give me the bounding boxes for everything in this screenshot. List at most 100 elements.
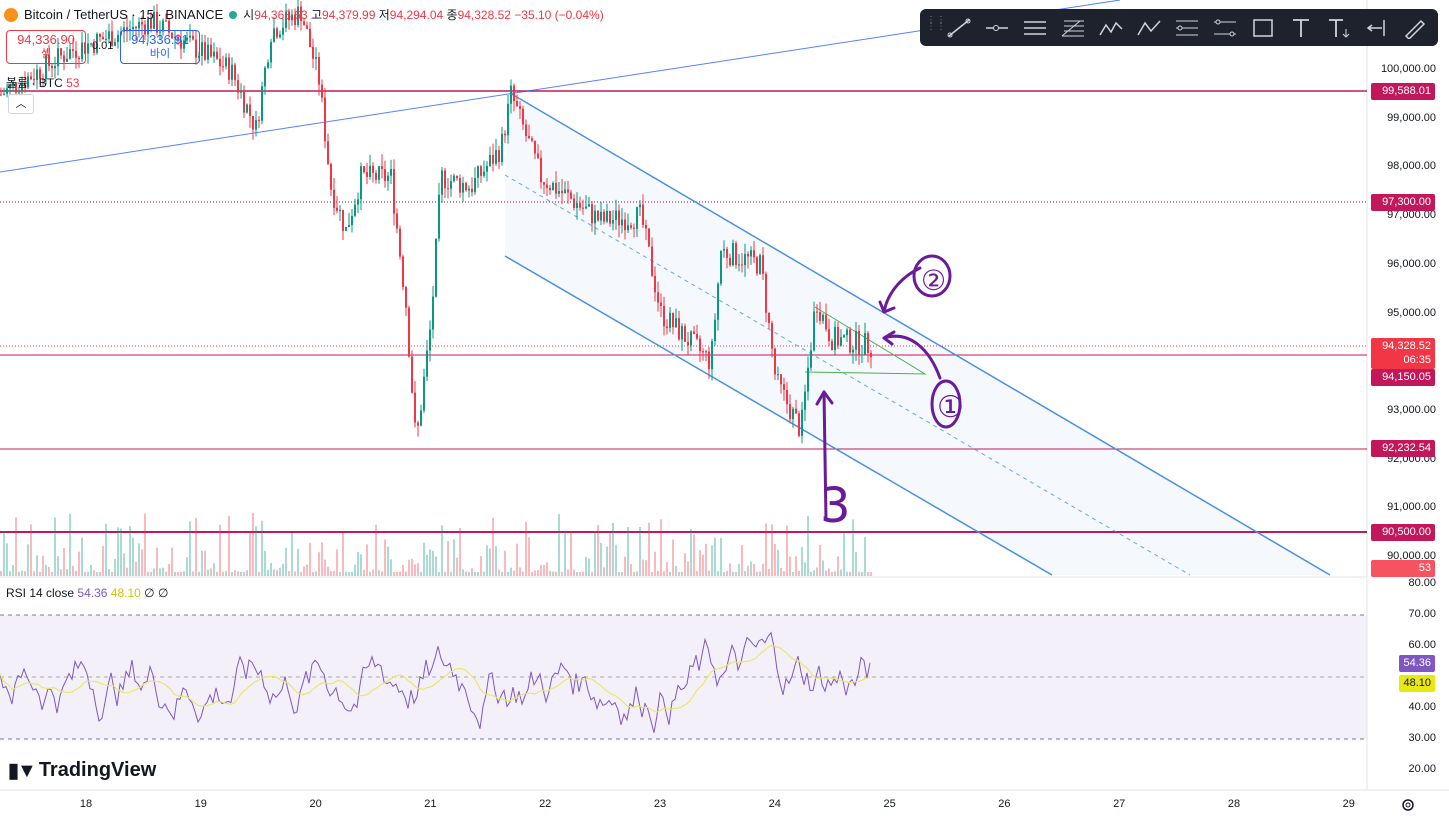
candle-body [786, 389, 788, 405]
pen-icon[interactable] [1396, 9, 1434, 46]
volume-bar [531, 571, 533, 576]
volume-legend[interactable]: 볼륨 · BTC 53 [6, 74, 79, 91]
candle-body [828, 329, 830, 342]
fib-retracement-icon[interactable] [1054, 9, 1092, 46]
volume-bar [516, 543, 518, 576]
volume-bar [177, 571, 179, 576]
rsi-value: 54.36 [77, 586, 108, 600]
candle-body [612, 220, 614, 224]
volume-bar [537, 570, 539, 576]
candle-body [588, 204, 590, 207]
candle-body [423, 376, 425, 411]
candle-body [867, 333, 869, 353]
candle-body [333, 189, 335, 208]
volume-bar [684, 553, 686, 576]
volume-bar [105, 523, 107, 576]
volume-bar [393, 571, 395, 576]
candle-body [345, 226, 347, 231]
volume-bar [117, 527, 119, 576]
time-tick-label: 27 [1113, 798, 1126, 810]
candle-body [357, 199, 359, 205]
drag-handle-icon[interactable]: ⋮⋮ ⋮⋮ [926, 14, 946, 32]
parallel-channel-icon[interactable] [1016, 9, 1054, 46]
candle-body [831, 341, 833, 351]
gear-icon[interactable] [1400, 797, 1416, 813]
buy-button[interactable]: 94,336.91 바이 [120, 30, 200, 64]
abcd-pattern-icon[interactable] [1130, 9, 1168, 46]
candle-body [39, 69, 41, 79]
volume-bar [72, 565, 74, 576]
volume-bar [258, 571, 260, 576]
volume-bar [243, 572, 245, 576]
tradingview-logo[interactable]: ▮▼ TradingView [8, 758, 156, 783]
candle-body [657, 292, 659, 303]
candle-body [858, 330, 860, 355]
symbol-header[interactable]: Bitcoin / TetherUS · 15 · BINANCE 시94,36… [4, 6, 604, 23]
anchored-text-icon[interactable] [1320, 9, 1358, 46]
candle-body [582, 207, 584, 209]
rectangle-icon[interactable] [1244, 9, 1282, 46]
measure-icon[interactable] [1358, 9, 1396, 46]
volume-bar [525, 521, 527, 576]
candle-body [222, 66, 224, 68]
candle-body [816, 311, 818, 313]
volume-bar [192, 571, 194, 576]
candle-body [42, 78, 44, 80]
volume-bar [396, 571, 398, 576]
symbol-title[interactable]: Bitcoin / TetherUS · 15 · BINANCE [24, 7, 224, 22]
text-icon[interactable] [1282, 9, 1320, 46]
volume-bar [693, 534, 695, 576]
volume-bar [447, 541, 449, 576]
volume-bar [168, 564, 170, 576]
multi-line-icon[interactable] [1206, 9, 1244, 46]
xabcd-pattern-icon[interactable] [1092, 9, 1130, 46]
triangle-pattern[interactable] [804, 306, 927, 375]
candle-body [264, 67, 266, 87]
time-tick-label: 19 [194, 798, 207, 810]
low-value: 94,294.04 [389, 8, 444, 22]
volume-bar [678, 571, 680, 576]
candle-body [801, 409, 803, 436]
volume-bar [699, 550, 701, 576]
candle-body [804, 391, 806, 410]
candle-body [243, 91, 245, 113]
volume-bar [123, 553, 125, 576]
rsi-tick-label: 80.00 [1408, 577, 1436, 589]
candle-body [510, 85, 512, 104]
candle-body [864, 333, 866, 355]
candle-body [540, 157, 542, 183]
rsi-extra-2: ∅ [157, 586, 169, 600]
volume-bar [708, 570, 710, 576]
volume-bar [705, 543, 707, 576]
market-status-icon[interactable] [229, 10, 238, 19]
volume-bar [819, 544, 821, 576]
volume-bar [510, 567, 512, 576]
candle-body [54, 66, 56, 69]
channel-lower-line[interactable] [504, 255, 1053, 576]
candle-body [792, 408, 794, 420]
volume-bar [399, 571, 401, 576]
collapse-legend-button[interactable]: ︿ [8, 94, 34, 114]
volume-bar [402, 565, 404, 576]
rsi-legend[interactable]: RSI 14 close 54.36 48.10 ∅ ∅ [6, 586, 168, 600]
volume-bar [663, 571, 665, 576]
trend-line-icon[interactable] [940, 9, 978, 46]
candle-body [267, 62, 269, 68]
horizontal-ray-icon[interactable] [978, 9, 1016, 46]
candle-body [708, 351, 710, 370]
candle-body [21, 83, 23, 93]
volume-bar [108, 569, 110, 576]
candle-body [714, 319, 716, 342]
handwritten-annotations[interactable] [815, 254, 962, 522]
candle-body [369, 165, 371, 178]
channel-upper-line[interactable] [509, 92, 1331, 576]
volume-bar [189, 521, 191, 576]
volume-bar [681, 571, 683, 576]
date-price-range-icon[interactable] [1168, 9, 1206, 46]
volume-bar [381, 571, 383, 576]
sell-button[interactable]: 94,336.90 셀 [6, 30, 86, 64]
price-badge: 06:35 [1371, 352, 1435, 369]
volume-bar [315, 571, 317, 576]
drawing-toolbar[interactable]: ⋮⋮ ⋮⋮ [920, 9, 1438, 46]
